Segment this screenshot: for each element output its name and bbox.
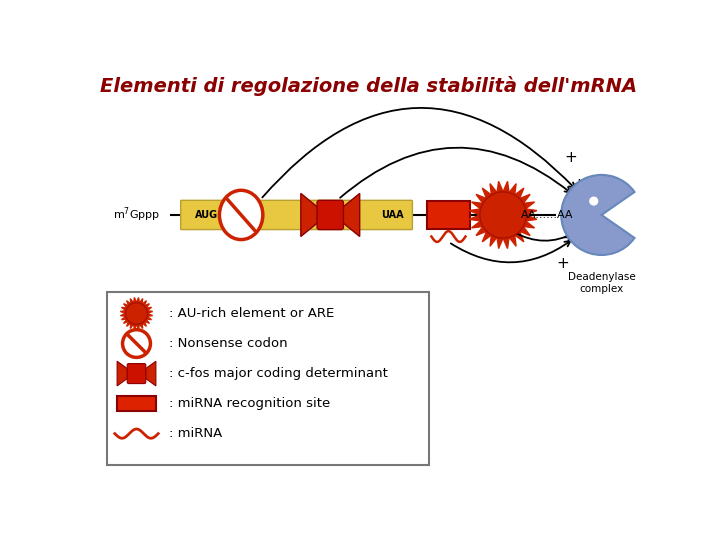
Text: AA......AA: AA......AA	[521, 210, 574, 220]
Text: : miRNA recognition site: : miRNA recognition site	[169, 397, 330, 410]
Polygon shape	[301, 193, 327, 237]
Bar	[117, 396, 156, 411]
Ellipse shape	[220, 190, 263, 240]
Wedge shape	[561, 175, 634, 255]
Text: : AU-rich element or ARE: : AU-rich element or ARE	[169, 307, 334, 320]
Bar	[427, 201, 469, 229]
Polygon shape	[139, 361, 156, 386]
Text: +: +	[562, 231, 575, 246]
Circle shape	[480, 192, 526, 238]
Circle shape	[590, 197, 598, 205]
Text: +: +	[572, 177, 585, 192]
Circle shape	[126, 303, 148, 325]
FancyBboxPatch shape	[107, 292, 428, 465]
FancyBboxPatch shape	[181, 200, 413, 230]
Text: : c-fos major coding determinant: : c-fos major coding determinant	[169, 367, 388, 380]
Text: +: +	[564, 150, 577, 165]
Polygon shape	[120, 298, 153, 329]
FancyBboxPatch shape	[317, 200, 343, 230]
Text: : Nonsense codon: : Nonsense codon	[169, 337, 288, 350]
Text: +: +	[557, 256, 569, 271]
Text: Deadenylase
complex: Deadenylase complex	[567, 272, 635, 294]
Polygon shape	[333, 193, 360, 237]
Polygon shape	[469, 181, 537, 248]
FancyBboxPatch shape	[127, 363, 145, 383]
Text: : miRNA: : miRNA	[169, 427, 222, 440]
Ellipse shape	[122, 330, 150, 357]
Polygon shape	[117, 361, 134, 386]
Text: UAA: UAA	[382, 210, 404, 220]
Text: AUG: AUG	[195, 210, 219, 220]
Text: Elementi di regolazione della stabilità dell'mRNA: Elementi di regolazione della stabilità …	[100, 76, 638, 96]
Text: m$^7$Gppp: m$^7$Gppp	[113, 206, 160, 224]
